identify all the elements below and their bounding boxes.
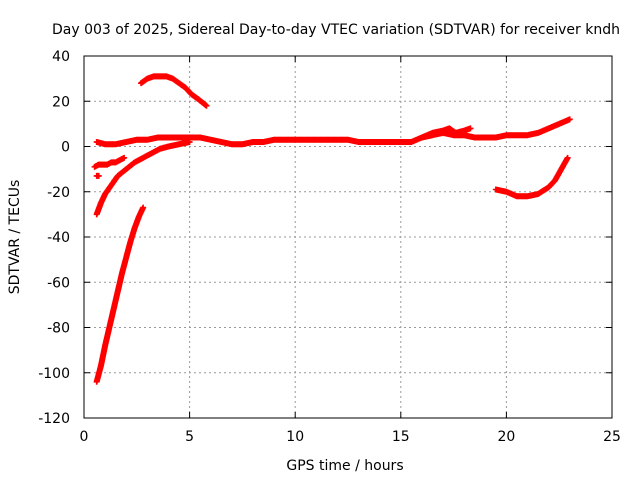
ticks: 0 5 10 15 20 25 -120 -100 -80 -60 -40 -20 0 20 40 — [38, 49, 621, 445]
series-curve-rise — [93, 138, 193, 218]
y-tick-label: -60 — [47, 275, 70, 291]
series-short-low — [91, 154, 128, 170]
series-wobble — [418, 125, 474, 141]
y-tick-label: -120 — [38, 411, 70, 427]
data-point — [467, 125, 474, 132]
grid — [84, 56, 612, 418]
x-tick-label: 25 — [603, 429, 621, 445]
x-tick-label: 15 — [392, 429, 410, 445]
plot-frame — [83, 55, 613, 419]
x-tick-label: 10 — [286, 429, 304, 445]
series-right-dip — [492, 154, 571, 200]
data-points — [91, 73, 573, 385]
chart-title: Day 003 of 2025, Sidereal Day-to-day VTE… — [52, 22, 620, 38]
x-axis-title: GPS time / hours — [286, 458, 403, 474]
x-tick-label: 0 — [80, 429, 89, 445]
x-tick-label: 5 — [185, 429, 194, 445]
data-point — [140, 204, 147, 211]
series-dot — [93, 172, 102, 179]
x-tick-label: 20 — [497, 429, 515, 445]
series-steep-rise — [93, 204, 147, 385]
data-point — [121, 154, 128, 161]
y-tick-label: 40 — [52, 49, 70, 65]
data-point — [564, 154, 571, 161]
y-tick-label: -80 — [47, 321, 70, 337]
data-point — [566, 116, 573, 123]
y-tick-label: -20 — [47, 185, 70, 201]
data-point — [186, 138, 193, 145]
y-tick-label: 0 — [61, 140, 70, 156]
series-main-band — [93, 116, 573, 148]
y-axis-title: SDTVAR / TECUs — [7, 180, 23, 295]
y-tick-label: 20 — [52, 94, 70, 110]
data-point — [203, 102, 210, 109]
y-tick-label: -40 — [47, 230, 70, 246]
y-tick-label: -100 — [38, 366, 70, 382]
data-point — [95, 172, 102, 179]
series-arc-top — [138, 73, 210, 109]
